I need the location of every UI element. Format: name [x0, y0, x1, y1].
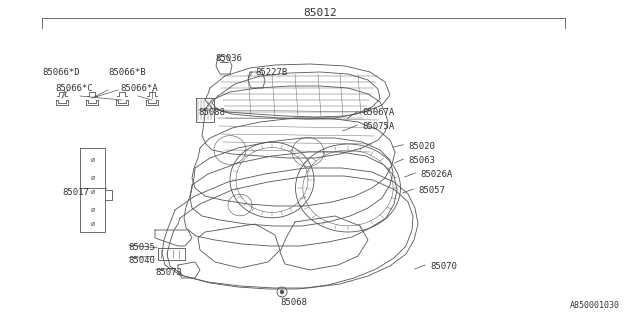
Text: 85057: 85057: [418, 186, 445, 195]
Text: 85227B: 85227B: [255, 68, 287, 77]
Text: 85088: 85088: [198, 108, 225, 117]
Text: 85075A: 85075A: [362, 122, 394, 131]
Text: 85066*B: 85066*B: [108, 68, 146, 77]
Text: 85066*A: 85066*A: [120, 84, 157, 93]
Text: 85036: 85036: [215, 54, 242, 63]
Text: 85035: 85035: [128, 243, 155, 252]
Text: 85026A: 85026A: [420, 170, 452, 179]
Text: 85012: 85012: [303, 8, 337, 18]
Text: 85066*C: 85066*C: [55, 84, 93, 93]
Circle shape: [280, 291, 284, 293]
Text: ø: ø: [91, 175, 95, 181]
Text: 85017: 85017: [62, 188, 89, 197]
Text: ø: ø: [91, 207, 95, 213]
Text: 85040: 85040: [128, 256, 155, 265]
Text: 85073: 85073: [155, 268, 182, 277]
Text: ø: ø: [91, 221, 95, 227]
Text: ø: ø: [91, 189, 95, 195]
Text: 85070: 85070: [430, 262, 457, 271]
Text: 85068: 85068: [280, 298, 307, 307]
Text: A850001030: A850001030: [570, 301, 620, 310]
Text: ø: ø: [91, 157, 95, 163]
Text: 85063: 85063: [408, 156, 435, 165]
Text: 85067A: 85067A: [362, 108, 394, 117]
Text: 85066*D: 85066*D: [42, 68, 79, 77]
Text: 85020: 85020: [408, 142, 435, 151]
